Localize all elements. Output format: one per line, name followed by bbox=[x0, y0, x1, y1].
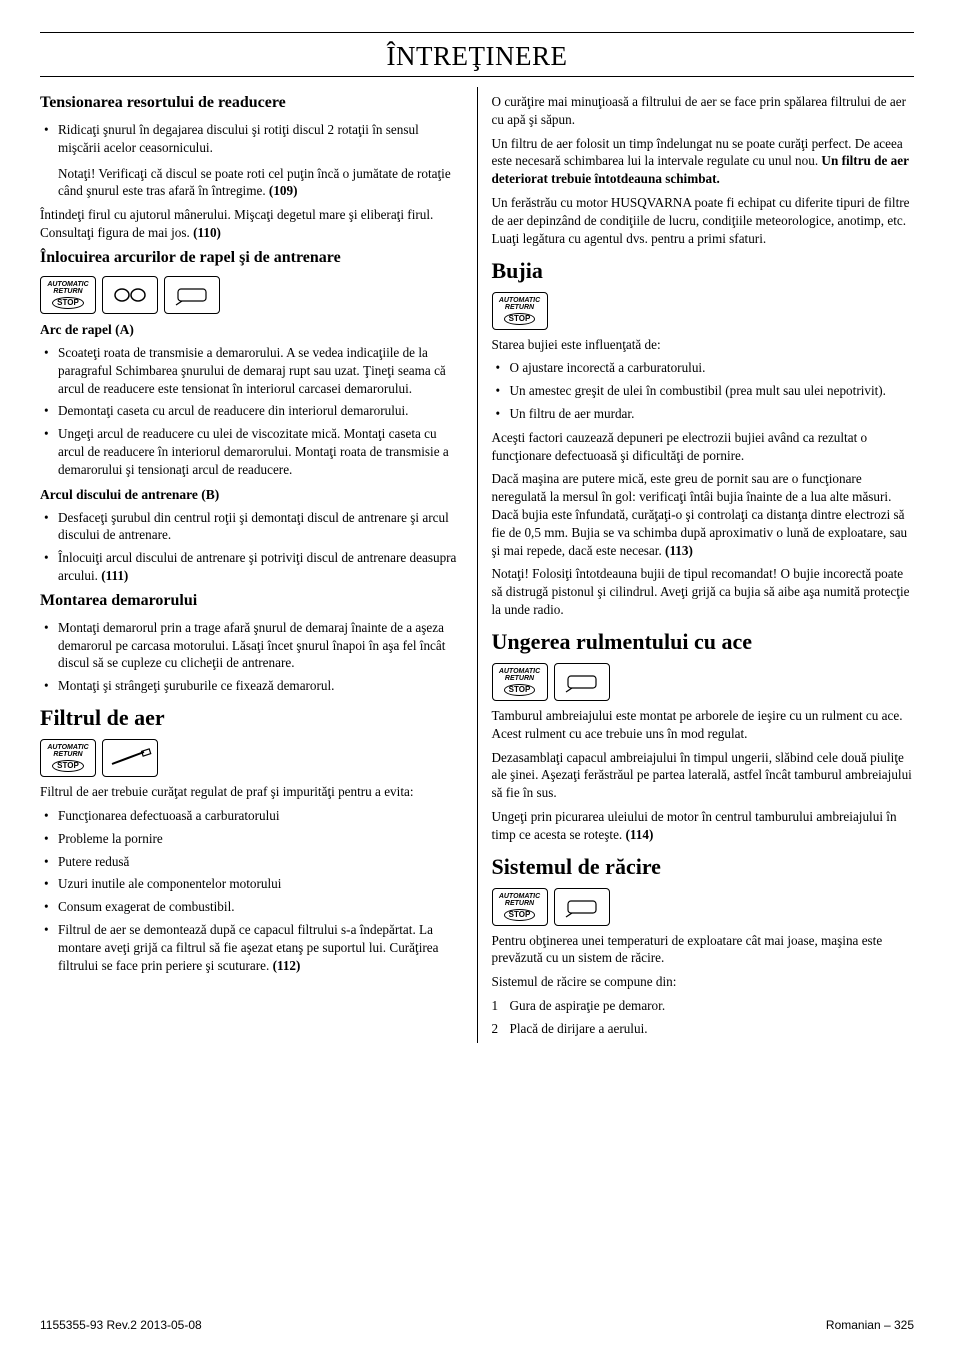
page-title: ÎNTREŢINERE bbox=[40, 41, 914, 72]
list-item: Consum exagerat de combustibil. bbox=[58, 898, 463, 916]
icon-row: AUTOMATICRETURN STOP bbox=[40, 739, 463, 777]
body-text: Dacă maşina are putere mică, este greu d… bbox=[492, 470, 915, 559]
body-text: Întindeţi firul cu ajutorul mânerului. M… bbox=[40, 206, 463, 242]
title-rule bbox=[40, 76, 914, 77]
tool-icon bbox=[554, 663, 610, 701]
heading-bearing-lube: Ungerea rulmentului cu ace bbox=[492, 629, 915, 655]
body-text: Un filtru de aer folosit un timp îndelun… bbox=[492, 135, 915, 188]
list-item: Funcţionarea defectuoasă a carburatorulu… bbox=[58, 807, 463, 825]
body-text: Starea bujiei este influenţată de: bbox=[492, 336, 915, 354]
heading-tension: Tensionarea resortului de readucere bbox=[40, 93, 463, 113]
subheading-spring-a: Arc de rapel (A) bbox=[40, 322, 463, 338]
body-text: Filtrul de aer trebuie curăţat regulat d… bbox=[40, 783, 463, 801]
list-item: Un filtru de aer murdar. bbox=[510, 405, 915, 423]
body-text: O curăţire mai minuţioasă a filtrului de… bbox=[492, 93, 915, 129]
body-text: Aceşti factori cauzează depuneri pe elec… bbox=[492, 429, 915, 465]
list-item: Placă de dirijare a aerului. bbox=[510, 1020, 915, 1038]
list-item: Montaţi demarorul prin a trage afară şnu… bbox=[58, 619, 463, 672]
top-rule bbox=[40, 32, 914, 33]
stop-return-icon: AUTOMATICRETURN STOP bbox=[492, 888, 548, 926]
list-item: Scoateţi roata de transmisie a demarorul… bbox=[58, 344, 463, 397]
list-item: Desfaceţi şurubul din centrul roţii şi d… bbox=[58, 509, 463, 545]
content-columns: Tensionarea resortului de readucere Ridi… bbox=[40, 87, 914, 1043]
page-footer: 1155355-93 Rev.2 2013-05-08 Romanian – 3… bbox=[40, 1318, 914, 1332]
stop-return-icon: AUTOMATICRETURN STOP bbox=[492, 663, 548, 701]
list-item: Filtrul de aer se demontează după ce cap… bbox=[58, 921, 463, 974]
footer-doc-id: 1155355-93 Rev.2 2013-05-08 bbox=[40, 1318, 202, 1332]
list-item: O ajustare incorectă a carburatorului. bbox=[510, 359, 915, 377]
list-item: Ridicaţi şnurul în degajarea discului şi… bbox=[58, 121, 463, 200]
body-text: Ungeţi prin picurarea uleiului de motor … bbox=[492, 808, 915, 844]
note-text: Notaţi! Verificaţi că discul se poate ro… bbox=[58, 165, 463, 201]
icon-row: AUTOMATICRETURN STOP bbox=[492, 888, 915, 926]
body-text: Un ferăstrău cu motor HUSQVARNA poate fi… bbox=[492, 194, 915, 247]
icon-row: AUTOMATICRETURN STOP bbox=[40, 276, 463, 314]
subheading-spring-b: Arcul discului de antrenare (B) bbox=[40, 487, 463, 503]
body-text: Dezasamblaţi capacul ambreiajului în tim… bbox=[492, 749, 915, 802]
stop-return-icon: AUTOMATICRETURN STOP bbox=[40, 739, 96, 777]
heading-cooling: Sistemul de răcire bbox=[492, 854, 915, 880]
list-item: Demontaţi caseta cu arcul de readucere d… bbox=[58, 402, 463, 420]
body-text: Tamburul ambreiajului este montat pe arb… bbox=[492, 707, 915, 743]
icon-row: AUTOMATICRETURN STOP bbox=[492, 663, 915, 701]
screwdriver-icon bbox=[102, 739, 158, 777]
left-column: Tensionarea resortului de readucere Ridi… bbox=[40, 87, 478, 1043]
heading-mount-starter: Montarea demarorului bbox=[40, 591, 463, 611]
stop-return-icon: AUTOMATICRETURN STOP bbox=[40, 276, 96, 314]
body-text: Notaţi! Folosiţi întotdeauna bujii de ti… bbox=[492, 565, 915, 618]
tool-icon bbox=[102, 276, 158, 314]
list-item: Montaţi şi strângeţi şuruburile ce fixea… bbox=[58, 677, 463, 695]
footer-page-info: Romanian – 325 bbox=[826, 1318, 914, 1332]
right-column: O curăţire mai minuţioasă a filtrului de… bbox=[478, 87, 915, 1043]
list-item: Uzuri inutile ale componentelor motorulu… bbox=[58, 875, 463, 893]
heading-replace-springs: Înlocuirea arcurilor de rapel şi de antr… bbox=[40, 248, 463, 268]
body-text: Sistemul de răcire se compune din: bbox=[492, 973, 915, 991]
heading-air-filter: Filtrul de aer bbox=[40, 705, 463, 731]
list-item: Probleme la pornire bbox=[58, 830, 463, 848]
icon-row: AUTOMATICRETURN STOP bbox=[492, 292, 915, 330]
body-text: Pentru obţinerea unei temperaturi de exp… bbox=[492, 932, 915, 968]
list-item: Ungeţi arcul de readucere cu ulei de vis… bbox=[58, 425, 463, 478]
tool-icon bbox=[554, 888, 610, 926]
list-item: Înlocuiţi arcul discului de antrenare şi… bbox=[58, 549, 463, 585]
heading-spark-plug: Bujia bbox=[492, 258, 915, 284]
tool-icon bbox=[164, 276, 220, 314]
stop-return-icon: AUTOMATICRETURN STOP bbox=[492, 292, 548, 330]
list-item: Un amestec greşit de ulei în combustibil… bbox=[510, 382, 915, 400]
list-item: Putere redusă bbox=[58, 853, 463, 871]
list-item: Gura de aspiraţie pe demaror. bbox=[510, 997, 915, 1015]
